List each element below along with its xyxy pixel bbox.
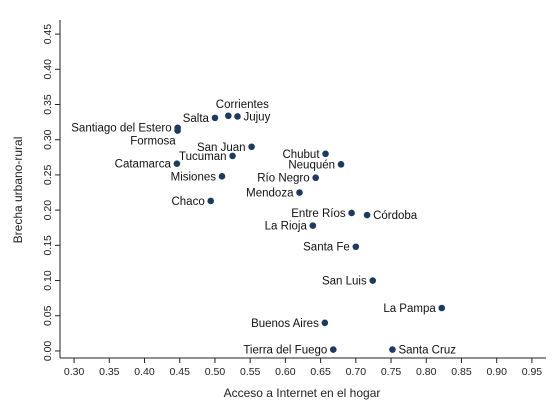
x-tick-label: 0.95	[522, 366, 543, 378]
point-label-jujuy: Jujuy	[243, 111, 270, 123]
x-tick-label: 0.35	[99, 366, 120, 378]
point-tucuman	[229, 152, 236, 160]
point-label-mendoza: Mendoza	[246, 188, 294, 200]
point-chaco	[207, 197, 215, 205]
x-tick-label: 0.40	[134, 366, 155, 378]
point-buenos-aires	[321, 319, 329, 327]
y-tick-label: 0.00	[42, 341, 54, 362]
point-label-rio-negro: Río Negro	[257, 173, 309, 185]
x-tick-label: 0.55	[240, 366, 261, 378]
point-santa-fe	[352, 243, 360, 251]
point-salta	[211, 114, 219, 122]
point-label-la-rioja: La Rioja	[265, 221, 308, 233]
x-tick-label: 0.85	[451, 366, 472, 378]
point-label-tucuman: Tucuman	[179, 151, 227, 163]
point-la-rioja	[309, 222, 317, 229]
point-label-santa-fe: Santa Fe	[303, 242, 350, 254]
point-label-salta: Salta	[183, 113, 210, 125]
point-label-san-luis: San Luis	[322, 276, 367, 288]
y-tick-label: 0.25	[42, 165, 54, 186]
point-la-pampa	[438, 304, 446, 312]
point-mendoza	[296, 189, 303, 196]
x-tick-label: 0.30	[64, 366, 85, 378]
point-label-misiones: Misiones	[171, 171, 217, 183]
y-tick-label: 0.35	[42, 94, 54, 115]
y-tick-label: 0.40	[42, 59, 54, 80]
x-tick-label: 0.80	[416, 366, 437, 378]
y-tick-label: 0.10	[42, 270, 54, 291]
y-tick-label: 0.45	[42, 24, 54, 45]
y-tick-label: 0.30	[42, 129, 54, 150]
point-label-cordoba: Córdoba	[373, 210, 418, 222]
point-chubut	[322, 150, 329, 158]
point-label-entre-rios: Entre Ríos	[291, 208, 346, 220]
point-label-chubut: Chubut	[282, 149, 320, 161]
point-label-la-pampa: La Pampa	[383, 303, 436, 315]
point-catamarca	[173, 160, 181, 167]
point-jujuy	[234, 113, 241, 120]
point-rio-negro	[312, 174, 319, 182]
point-label-chaco: Chaco	[171, 196, 204, 208]
point-label-santa-cruz: Santa Cruz	[398, 345, 456, 357]
point-label-tierra-del-fuego: Tierra del Fuego	[243, 345, 327, 357]
point-label-corrientes: Corrientes	[216, 99, 269, 111]
point-tierra-del-fuego	[329, 346, 337, 353]
y-axis-title: Brecha urbano-rural	[11, 137, 25, 244]
x-tick-label: 0.75	[381, 366, 402, 378]
point-label-santiago-del-estero: Santiago del Estero	[71, 123, 171, 135]
point-santa-cruz	[389, 346, 396, 353]
point-corrientes	[225, 112, 232, 120]
y-tick-label: 0.20	[42, 200, 54, 221]
x-tick-label: 0.90	[486, 366, 507, 378]
point-label-neuquen: Neuquén	[288, 159, 335, 171]
x-tick-label: 0.70	[346, 366, 367, 378]
point-label-formosa: Formosa	[130, 136, 176, 148]
x-tick-label: 0.50	[205, 366, 226, 378]
axes: 0.30 0.35 0.40 0.45 0.50 0.55 0.60 0.65 0.70 0.75…	[42, 20, 546, 378]
point-entre-rios	[348, 209, 355, 217]
x-tick-label: 0.60	[275, 366, 296, 378]
point-label-catamarca: Catamarca	[115, 159, 172, 171]
point-misiones	[218, 173, 226, 180]
x-tick-label: 0.45	[170, 366, 191, 378]
point-cordoba	[363, 211, 371, 219]
point-san-juan	[248, 143, 255, 151]
point-formosa	[174, 127, 181, 134]
x-axis-title: Acceso a Internet en el hogar	[224, 386, 381, 400]
y-tick-label: 0.15	[42, 235, 54, 256]
point-san-luis	[369, 277, 377, 284]
y-tick-label: 0.05	[42, 305, 54, 326]
point-label-buenos-aires: Buenos Aires	[251, 318, 319, 330]
x-tick-label: 0.65	[310, 366, 331, 378]
point-neuquen	[337, 161, 345, 168]
point-label-san-juan: San Juan	[197, 142, 246, 154]
